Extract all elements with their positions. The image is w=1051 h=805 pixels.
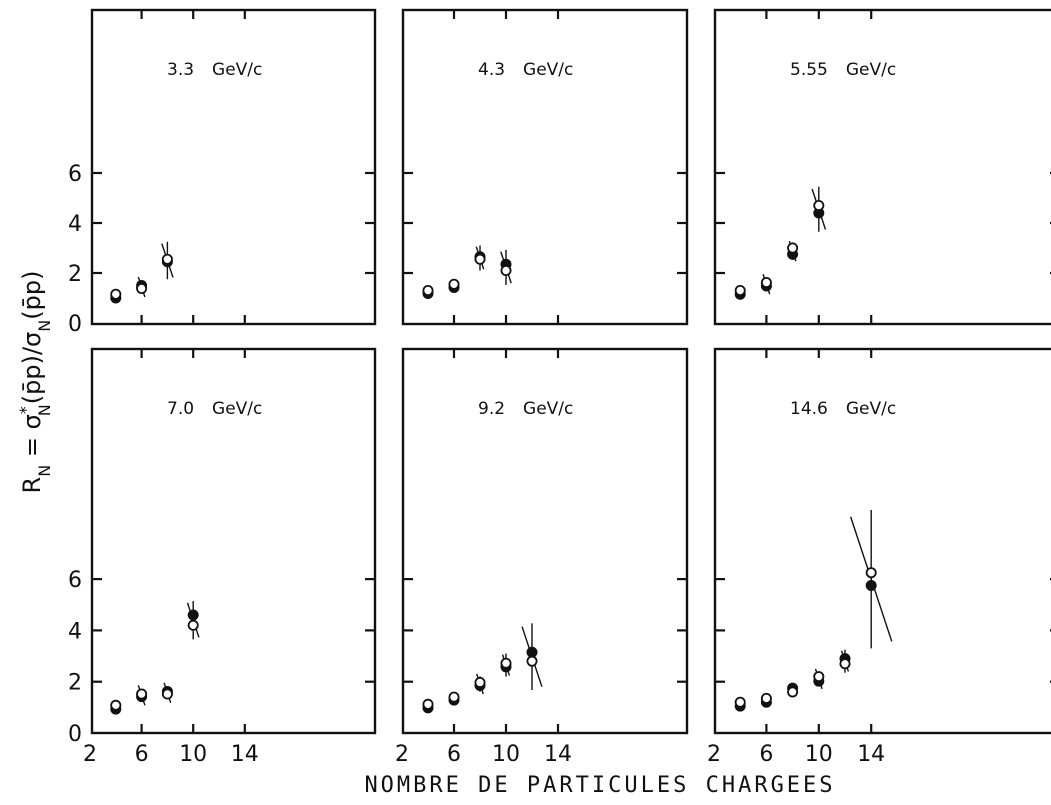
y-tick-label: 6: [68, 162, 82, 187]
open-point: [787, 686, 799, 698]
panel-1: 0 2 4 6 3.3 GeV/c: [68, 8, 377, 337]
panel-frame: [713, 8, 1051, 326]
open-point: [500, 657, 512, 669]
panel-5: 2 6 10 14 9.2 GeV/c: [395, 347, 689, 767]
open-point: [422, 698, 434, 710]
open-point: [136, 688, 148, 700]
y-axis-label: RN = σ*N(p̄p)/σN(p̄p): [16, 271, 54, 494]
open-point: [734, 284, 746, 296]
panel-label: 3.3 GeV/c: [167, 60, 262, 80]
open-point: [110, 288, 122, 300]
y-tick-label: 2: [68, 671, 82, 696]
panel-frame: [90, 347, 377, 735]
filled-point: [187, 609, 199, 621]
panel-label: 5.55 GeV/c: [790, 60, 896, 80]
y-tick-label: 6: [68, 568, 82, 593]
open-point: [187, 619, 199, 631]
x-tick-label: 14: [544, 742, 572, 767]
x-tick-label: 10: [492, 742, 520, 767]
slope-line: [849, 516, 893, 642]
open-point: [813, 671, 825, 683]
open-point: [161, 253, 173, 265]
x-tick-label: 6: [447, 742, 461, 767]
x-tick-label: 6: [759, 742, 773, 767]
open-point: [161, 688, 173, 700]
open-point: [787, 242, 799, 254]
open-point: [136, 282, 148, 294]
x-tick-label: 2: [395, 742, 409, 767]
x-axis-label: NOMBRE DE PARTICULES CHARGEES: [364, 773, 835, 798]
open-point: [422, 284, 434, 296]
open-point: [448, 278, 460, 290]
panel-label: 4.3 GeV/c: [478, 60, 573, 80]
x-tick-label: 6: [135, 742, 149, 767]
open-point: [760, 276, 772, 288]
open-point: [110, 699, 122, 711]
open-point: [813, 199, 825, 211]
x-tick-label: 2: [707, 742, 721, 767]
panel-6: 2 6 10 14 14.6 GeV/c: [707, 347, 1051, 767]
open-point: [760, 692, 772, 704]
panel-frame: [90, 8, 377, 326]
panel-label: 7.0 GeV/c: [167, 399, 262, 419]
panel-frame: [713, 347, 1051, 735]
x-tick-label: 14: [231, 742, 259, 767]
panel-3: 5.55 GeV/c: [713, 8, 1051, 326]
panel-label: 14.6 GeV/c: [790, 399, 896, 419]
open-point: [734, 696, 746, 708]
y-tick-label: 4: [68, 212, 82, 237]
open-point: [526, 655, 538, 667]
y-tick-label: 0: [68, 312, 82, 337]
x-tick-label: 2: [83, 742, 97, 767]
open-point: [448, 691, 460, 703]
panel-frame: [401, 347, 689, 735]
filled-point: [865, 580, 877, 592]
y-tick-label: 2: [68, 262, 82, 287]
x-tick-label: 14: [857, 742, 885, 767]
open-point: [865, 567, 877, 579]
x-tick-label: 10: [805, 742, 833, 767]
panel-2: 4.3 GeV/c: [401, 8, 689, 326]
open-point: [474, 676, 486, 688]
open-point: [839, 658, 851, 670]
x-tick-label: 10: [179, 742, 207, 767]
open-point: [474, 253, 486, 265]
panel-frame: [401, 8, 689, 326]
open-point: [500, 264, 512, 276]
panel-label: 9.2 GeV/c: [478, 399, 573, 419]
y-tick-label: 0: [68, 722, 82, 747]
y-tick-label: 4: [68, 619, 82, 644]
